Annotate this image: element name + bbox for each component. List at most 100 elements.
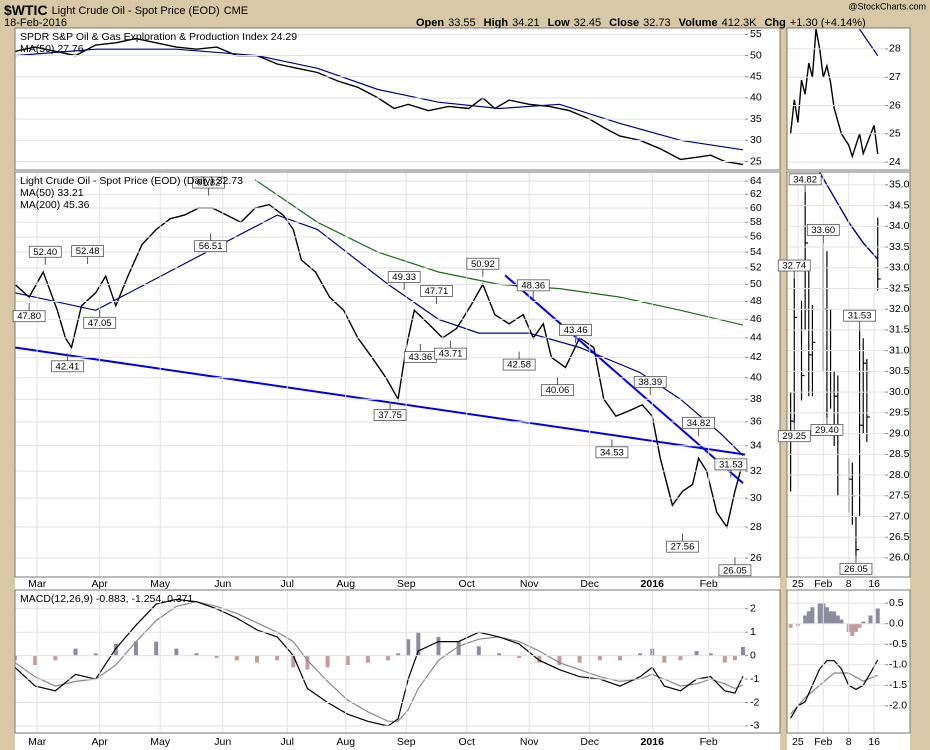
- annotation-box: [714, 458, 748, 471]
- annotation-box: [434, 347, 467, 360]
- histogram-bar: [93, 653, 98, 656]
- histogram-bar: [694, 650, 699, 656]
- annotation-label: 48.36: [521, 280, 545, 291]
- x-tick-label: 2016: [641, 578, 665, 590]
- histogram-bar: [597, 655, 602, 661]
- annotation-box: [28, 245, 62, 258]
- y-tick-label: 25: [750, 155, 762, 167]
- histogram-bar: [732, 655, 737, 661]
- histogram-bar: [662, 655, 667, 663]
- y-tick-label: 33.0: [889, 262, 910, 274]
- panel-frame: [786, 27, 911, 171]
- x-tick-label: Feb: [814, 578, 832, 590]
- histogram-bar: [416, 632, 421, 656]
- quote-label: Close: [609, 17, 639, 29]
- annotation-box: [516, 279, 550, 292]
- y-tick-label: 64: [750, 175, 762, 187]
- histogram-bar: [365, 655, 370, 663]
- y-tick-label: -1.5: [889, 679, 907, 691]
- histogram-bar: [868, 615, 873, 624]
- histogram-bar: [254, 655, 259, 663]
- trendline: [15, 346, 745, 456]
- annotation-label: 47.71: [425, 286, 449, 297]
- y-tick-label: 55: [750, 28, 762, 40]
- y-tick-label: 30.0: [889, 386, 910, 398]
- histogram-bar: [496, 653, 501, 656]
- x-tick-label: Jun: [214, 736, 231, 748]
- y-tick-label: 50: [750, 278, 762, 290]
- histogram-bar: [154, 641, 159, 656]
- y-tick-label: 52: [750, 262, 762, 274]
- y-tick-label: 28: [889, 43, 901, 55]
- histogram-bar: [638, 653, 643, 656]
- annotation-box: [718, 564, 752, 577]
- x-tick-label: 8: [846, 736, 852, 748]
- histogram-bar: [835, 615, 840, 624]
- annotation-label: 61.82: [197, 178, 221, 189]
- symbol: $WTIC: [4, 2, 48, 18]
- y-tick-label: 0: [750, 649, 756, 661]
- series-line: [15, 48, 744, 151]
- y-tick-label: 30.5: [889, 365, 910, 377]
- annotation-label: 40.06: [546, 385, 570, 396]
- annotation-box: [777, 430, 811, 443]
- panel-frame: [14, 171, 781, 578]
- x-tick-label: Sep: [397, 736, 416, 748]
- y-tick-label: 28.5: [889, 448, 910, 460]
- histogram-bar: [832, 611, 837, 624]
- x-tick-label: 16: [868, 736, 880, 748]
- legend-entry: MA(50) 27.76: [20, 43, 84, 55]
- histogram-bar: [861, 621, 866, 624]
- y-tick-label: 25: [889, 128, 901, 140]
- histogram-bar: [174, 648, 179, 656]
- histogram-bar: [708, 653, 713, 656]
- quote-value: 412.3K: [722, 17, 758, 29]
- plot: [15, 37, 744, 166]
- y-tick-label: 56: [750, 231, 762, 243]
- histogram-bar: [133, 641, 138, 656]
- histogram-bar: [275, 655, 280, 661]
- instrument-name: Light Crude Oil - Spot Price (EOD): [52, 5, 220, 17]
- y-tick-label: 38: [750, 393, 762, 405]
- x-tick-label: Dec: [580, 736, 599, 748]
- annotation-label: 42.41: [56, 361, 80, 372]
- annotation-label: 47.05: [88, 318, 112, 329]
- y-tick-label: 50: [750, 49, 762, 61]
- histogram-bar: [476, 646, 481, 656]
- series-line: [15, 601, 744, 722]
- legend-entry: MA(200) 45.36: [20, 199, 90, 211]
- histogram-bar: [788, 623, 793, 628]
- y-tick-label: 1: [750, 626, 756, 638]
- y-tick-label: 42: [750, 351, 762, 363]
- histogram-bar: [824, 607, 829, 624]
- y-tick-label: 32.5: [889, 282, 910, 294]
- annotation-box: [502, 358, 536, 371]
- annotation-box: [788, 173, 822, 186]
- x-tick-label: Apr: [92, 578, 109, 590]
- plot: [789, 28, 879, 159]
- histogram-bar: [345, 655, 350, 666]
- histogram-bar: [853, 623, 858, 632]
- histogram-bar: [15, 655, 17, 661]
- histogram-bar: [678, 655, 683, 661]
- y-tick-label: 27: [889, 71, 901, 83]
- annotation-box: [420, 285, 453, 297]
- histogram-bar: [113, 643, 118, 656]
- y-tick-label: 29.0: [889, 427, 910, 439]
- annotation-label: 34.53: [600, 447, 624, 458]
- histogram-bar: [325, 655, 330, 668]
- histogram-bar: [617, 655, 622, 661]
- x-tick-label: 16: [868, 578, 880, 590]
- y-tick-label: 29.5: [889, 407, 910, 419]
- annotation-label: 42.58: [507, 360, 531, 371]
- x-tick-label: Sep: [397, 578, 416, 590]
- annotation-box: [806, 223, 840, 236]
- histogram-bar: [740, 646, 745, 656]
- legend-title: MACD(12,26,9) -0.883, -1.254, 0.371: [20, 593, 194, 605]
- histogram-bar: [436, 636, 441, 656]
- annotation-box: [843, 309, 876, 322]
- histogram-bar: [577, 655, 582, 663]
- annotation-label: 52.40: [33, 247, 57, 258]
- series-line: [790, 672, 878, 715]
- annotation-label: 37.75: [378, 410, 402, 421]
